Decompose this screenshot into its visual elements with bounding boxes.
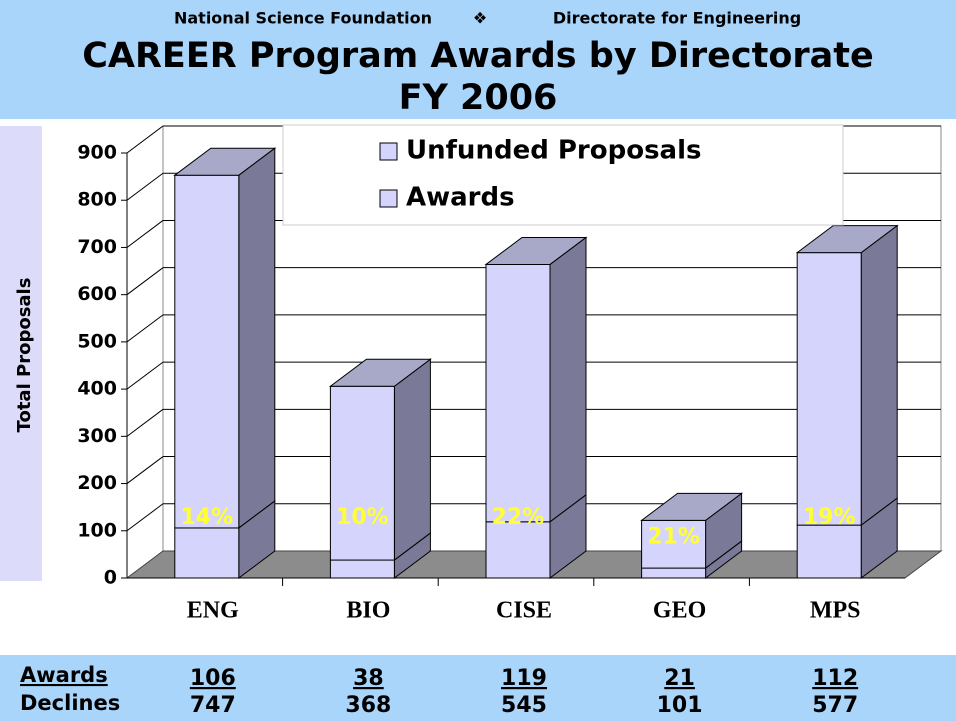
table-decline: 101 [657,693,703,718]
table-award: 21 [664,666,695,691]
table-award: 119 [501,666,547,691]
bar [796,252,862,526]
table-band [0,655,956,721]
grid-line [126,220,164,248]
bar [485,263,551,523]
bar [796,524,862,579]
legend-label: Awards [406,183,515,213]
bar [174,527,240,579]
x-tick-label: ENG [187,598,239,624]
bar-top [328,358,432,387]
grid-line [126,172,164,201]
grid-line [126,503,164,532]
bar-side [549,236,587,523]
x-tick-label: BIO [346,598,390,624]
bar-top [795,225,899,254]
y-tick-label: 700 [77,236,117,258]
y-tick-label: 500 [77,330,117,352]
bar [174,174,240,529]
x-tick-label: MPS [810,598,861,624]
table-row-label: Awards [20,663,108,687]
y-tick-label: 600 [77,283,117,305]
legend [282,124,844,226]
bar-top [484,236,588,265]
table-decline: 577 [812,693,858,718]
bar [329,385,395,561]
bar-side [238,147,276,529]
rate-label: 19% [803,505,856,530]
grid-line [126,361,164,390]
table-decline: 747 [190,693,236,718]
bar-top [640,492,744,521]
table-award: 112 [812,666,858,691]
header-separator: ❖ [473,9,487,28]
legend-swatch [379,189,398,208]
y-tick-label: 0 [104,567,117,589]
y-tick-label: 300 [77,425,117,447]
legend-label: Unfunded Proposals [406,136,701,166]
chart-subtitle: FY 2006 [399,78,558,118]
bar [485,521,551,579]
bar-side [393,358,431,562]
grid-line [126,314,164,343]
header-left: National Science Foundation [174,9,432,28]
table-decline: 368 [345,693,391,718]
bar [641,519,707,569]
rate-label: 14% [180,505,233,530]
y-tick-label: 800 [77,189,117,211]
bar [329,559,395,579]
table-award: 106 [190,666,236,691]
header-band [0,0,956,119]
grid-line [126,456,164,484]
legend-swatch [379,142,398,161]
chart-title: CAREER Program Awards by Directorate [82,36,874,76]
ylabel-panel [0,126,42,581]
table-award: 38 [353,666,384,691]
table-row-label: Declines [20,691,120,715]
table-decline: 545 [501,693,547,718]
x-tick-label: CISE [496,598,552,624]
y-tick-label: 100 [77,519,117,541]
y-axis-label: Total Proposals [14,278,35,433]
header-right: Directorate for Engineering [553,9,801,28]
grid-line [126,125,164,154]
grid-line [126,267,164,296]
y-tick-label: 400 [77,378,117,400]
x-tick-label: GEO [653,598,706,624]
rate-label: 22% [492,505,545,530]
rate-label: 21% [647,524,700,549]
bar [641,567,707,579]
bar-side [860,224,898,527]
y-tick-label: 200 [77,472,117,494]
y-tick-label: 900 [77,142,117,164]
grid-line [126,408,164,437]
rate-label: 10% [336,505,389,530]
bar-top [173,147,277,176]
